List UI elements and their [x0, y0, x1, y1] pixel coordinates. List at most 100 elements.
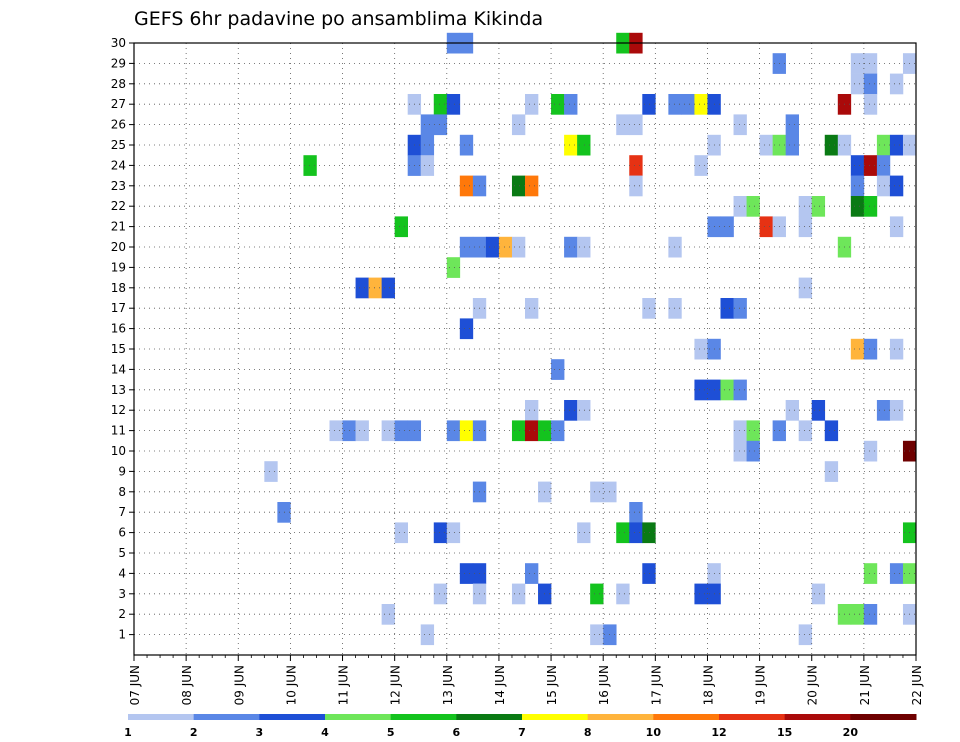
heatmap-cell	[616, 583, 630, 605]
heatmap-cell	[381, 420, 395, 442]
heatmap-cell	[590, 481, 604, 503]
heatmap-cell	[863, 73, 878, 95]
heatmap-cell	[889, 175, 904, 197]
heatmap-cell	[459, 236, 474, 258]
y-tick-label: 2	[118, 607, 126, 621]
heatmap-cell	[329, 420, 343, 442]
heatmap-cell	[264, 461, 278, 482]
heatmap-cell	[629, 155, 643, 176]
y-tick-label: 11	[111, 424, 126, 438]
colorbar-swatch	[456, 714, 523, 720]
heatmap-cell	[459, 563, 474, 584]
heatmap-cell	[863, 94, 878, 115]
heatmap-cell	[863, 155, 878, 176]
heatmap-cell	[368, 277, 382, 299]
heatmap-cell	[446, 522, 461, 544]
heatmap-cell	[733, 298, 747, 319]
x-tick-label: 11 JUN	[337, 665, 351, 705]
heatmap-cell	[485, 236, 500, 258]
heatmap-cell	[551, 420, 565, 442]
heatmap-cell	[863, 440, 878, 462]
heatmap-cell	[590, 583, 604, 605]
y-tick-label: 12	[111, 403, 126, 417]
colorbar-label: 15	[777, 726, 792, 739]
y-tick-label: 15	[111, 342, 126, 356]
y-tick-label: 3	[118, 587, 126, 601]
heatmap-cell	[863, 604, 878, 625]
heatmap-cell	[564, 134, 578, 156]
heatmap-cell	[798, 420, 813, 442]
heatmap-cell	[668, 236, 682, 258]
heatmap-cell	[420, 134, 435, 156]
colorbar-label: 3	[256, 726, 264, 739]
heatmap-cell	[577, 400, 591, 421]
heatmap-cell	[511, 236, 526, 258]
y-tick-label: 23	[111, 179, 126, 193]
y-axis: 1234567891011121314151617181920212223242…	[111, 36, 134, 642]
colorbar-swatch	[390, 714, 457, 720]
heatmap-cell	[459, 318, 474, 340]
heatmap-cell	[459, 134, 474, 156]
heatmap-cell	[694, 155, 708, 176]
heatmap-cell	[681, 94, 695, 115]
heatmap-cell	[889, 73, 904, 95]
heatmap-cell	[577, 236, 591, 258]
heatmap-cell	[850, 73, 865, 95]
colorbar-label: 2	[190, 726, 198, 739]
colorbar-label: 6	[453, 726, 461, 739]
heatmap-cell	[551, 94, 565, 115]
colorbar-label: 4	[321, 726, 329, 739]
heatmap-cell	[811, 583, 826, 605]
heatmap-cell	[616, 114, 630, 136]
heatmap-cell	[850, 604, 865, 625]
y-tick-label: 18	[111, 281, 126, 295]
heatmap-cell	[355, 420, 369, 442]
y-tick-label: 26	[111, 118, 126, 132]
x-tick-label: 13 JUN	[441, 665, 455, 705]
y-tick-label: 1	[118, 628, 126, 642]
y-tick-label: 30	[111, 36, 126, 50]
colorbar-swatch	[325, 714, 392, 720]
heatmap-cell	[811, 196, 826, 217]
y-tick-label: 7	[118, 505, 126, 519]
heatmap-cell	[798, 196, 813, 217]
heatmap-cell	[525, 298, 539, 319]
x-tick-label: 21 JUN	[858, 665, 872, 705]
heatmap-cell	[876, 155, 891, 176]
heatmap-cell	[498, 236, 513, 258]
heatmap-cell	[824, 461, 839, 482]
heatmap-cell	[876, 134, 891, 156]
heatmap-cell	[511, 175, 526, 197]
heatmap-cell	[459, 175, 474, 197]
x-tick-label: 17 JUN	[649, 665, 663, 705]
y-tick-label: 25	[111, 138, 126, 152]
x-tick-label: 08 JUN	[180, 665, 194, 705]
heatmap-cell	[446, 420, 461, 442]
x-tick-label: 12 JUN	[389, 665, 403, 705]
colorbar-swatch	[719, 714, 786, 720]
heatmap-cell	[616, 522, 630, 544]
x-tick-label: 14 JUN	[493, 665, 507, 705]
heatmap-cell	[629, 502, 643, 523]
heatmap-cell	[876, 400, 891, 421]
heatmap-cell	[746, 196, 760, 217]
heatmap-cell	[733, 379, 747, 401]
heatmap-cell	[564, 236, 578, 258]
heatmap-cell	[511, 420, 526, 442]
heatmap-cell	[433, 114, 448, 136]
heatmap-cell	[694, 583, 708, 605]
heatmap-cell	[525, 175, 539, 197]
heatmap-cell	[525, 400, 539, 421]
heatmap-cell	[720, 379, 734, 401]
colorbar-label: 1	[124, 726, 132, 739]
y-tick-label: 13	[111, 383, 126, 397]
heatmap-cell	[433, 583, 448, 605]
colorbar-swatch	[522, 714, 589, 720]
y-tick-label: 10	[111, 444, 126, 458]
y-tick-label: 27	[111, 97, 126, 111]
heatmap-cell	[420, 624, 435, 646]
heatmap-cell	[746, 440, 760, 462]
heatmap-cell	[785, 400, 799, 421]
heatmap-cell	[394, 216, 408, 238]
